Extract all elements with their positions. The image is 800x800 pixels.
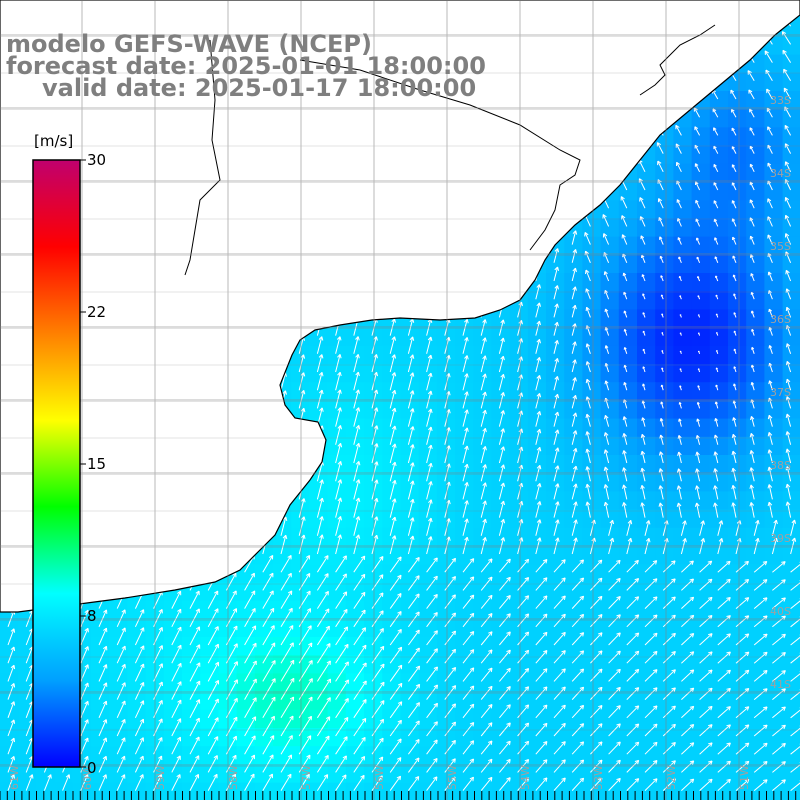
forecast-date: forecast date: 2025-01-01 18:00:00 [6,52,486,80]
lat-label: 40S [770,605,791,618]
colorbar-tick-8: 8 [87,607,97,625]
lon-label: 51W [738,765,751,790]
lat-label: 39S [770,532,791,545]
lat-label: 34S [770,167,791,180]
colorbar [32,159,81,768]
colorbar-unit: [m/s] [34,132,74,150]
lagoon-coast [639,24,716,96]
lat-label: 38S [770,459,791,472]
lat-label: 35S [770,240,791,253]
coastline [0,0,800,613]
lat-label: 41S [770,678,791,691]
colorbar-tick-0: 0 [87,759,97,777]
frame-ticks [0,791,797,800]
lon-label: 59W [154,765,167,790]
lon-label: 53W [592,765,605,790]
colorbar-ticks [80,159,86,768]
valid-date: valid date: 2025-01-17 18:00:00 [42,74,477,102]
colorbar-tick-30: 30 [87,151,107,169]
lon-label: 57W [300,765,313,790]
colorbar-tick-15: 15 [87,455,107,473]
lat-label: 33S [770,94,791,107]
colorbar-tick-22: 22 [87,303,107,321]
lon-label: 58W [227,765,240,790]
model-title: modelo GEFS-WAVE (NCEP) [6,30,372,58]
lon-label: 56W [373,765,386,790]
lon-label: 61W [8,765,21,790]
lon-label: 60W [81,765,94,790]
lat-label: 37S [770,386,791,399]
lat-label: 36S [770,313,791,326]
river-border [184,39,221,276]
lon-label: 54W [519,765,532,790]
lon-label: 52W [665,765,678,790]
country-border [299,59,581,251]
lon-label: 55W [446,765,459,790]
